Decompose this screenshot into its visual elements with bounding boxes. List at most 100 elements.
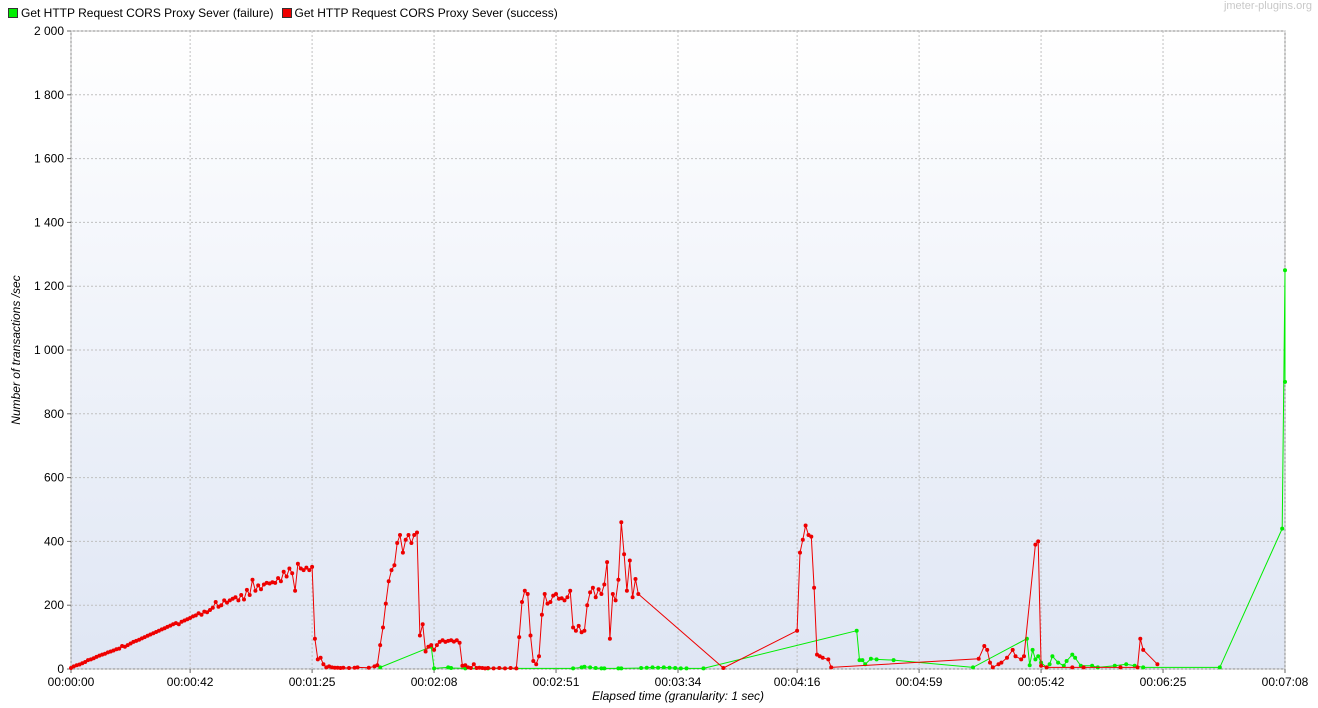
data-point bbox=[573, 628, 578, 633]
data-point bbox=[1044, 665, 1049, 670]
data-point bbox=[542, 592, 547, 596]
data-point bbox=[1155, 662, 1160, 667]
y-tick-label: 800 bbox=[44, 407, 64, 421]
data-point bbox=[582, 664, 587, 669]
data-point bbox=[366, 665, 371, 670]
data-point bbox=[233, 595, 238, 600]
data-point bbox=[599, 666, 604, 671]
data-point bbox=[412, 533, 417, 537]
data-point bbox=[1090, 663, 1095, 668]
data-point bbox=[633, 577, 638, 581]
data-point bbox=[210, 605, 215, 610]
data-point bbox=[281, 569, 286, 574]
data-point bbox=[352, 665, 357, 670]
data-point bbox=[242, 597, 246, 602]
data-point bbox=[295, 561, 300, 566]
data-point bbox=[1217, 665, 1222, 670]
data-point bbox=[1030, 647, 1035, 652]
data-point bbox=[375, 663, 380, 668]
data-point bbox=[988, 660, 992, 665]
data-point bbox=[463, 663, 468, 668]
legend-item-failure[interactable]: Get HTTP Request CORS Proxy Sever (failu… bbox=[8, 6, 274, 20]
data-point bbox=[307, 568, 312, 573]
data-point bbox=[278, 579, 283, 584]
data-point bbox=[650, 665, 655, 670]
data-point bbox=[559, 596, 564, 601]
data-point bbox=[976, 656, 981, 661]
data-point bbox=[1070, 665, 1075, 670]
data-point bbox=[554, 592, 558, 596]
data-point bbox=[468, 666, 473, 670]
x-tick-label: 00:00:00 bbox=[48, 675, 95, 689]
data-point bbox=[520, 600, 524, 604]
data-point bbox=[83, 660, 88, 664]
data-point bbox=[287, 566, 292, 571]
watermark: jmeter-plugins.org bbox=[1223, 0, 1312, 12]
data-point bbox=[304, 565, 309, 570]
data-point bbox=[656, 665, 661, 670]
data-point bbox=[971, 665, 975, 670]
data-point bbox=[415, 530, 419, 535]
data-point bbox=[616, 577, 621, 582]
data-point bbox=[423, 649, 428, 654]
data-point bbox=[661, 665, 666, 670]
data-point bbox=[795, 628, 800, 633]
legend-label-success: Get HTTP Request CORS Proxy Sever (succe… bbox=[294, 6, 558, 20]
plot-area bbox=[70, 30, 1286, 670]
data-point bbox=[486, 666, 490, 670]
data-point bbox=[378, 665, 383, 670]
data-point bbox=[582, 628, 587, 633]
x-axis-title: Elapsed time (granularity: 1 sec) bbox=[592, 689, 764, 703]
data-point bbox=[208, 608, 212, 612]
data-point bbox=[809, 534, 814, 539]
data-point bbox=[562, 598, 567, 603]
data-point bbox=[1081, 665, 1086, 670]
data-point bbox=[253, 588, 258, 593]
x-tick-label: 00:06:25 bbox=[1140, 675, 1187, 689]
data-point bbox=[256, 583, 261, 588]
x-tick-label: 00:00:42 bbox=[167, 675, 214, 689]
legend-swatch-success bbox=[281, 8, 292, 18]
data-point bbox=[1056, 660, 1061, 665]
legend-item-success[interactable]: Get HTTP Request CORS Proxy Sever (succe… bbox=[281, 6, 558, 20]
data-point bbox=[378, 643, 383, 648]
data-point bbox=[528, 633, 533, 638]
data-point bbox=[639, 666, 644, 670]
data-point bbox=[205, 610, 210, 615]
data-point bbox=[318, 655, 323, 660]
y-tick-label: 600 bbox=[44, 471, 64, 485]
data-point bbox=[276, 576, 281, 581]
data-point bbox=[193, 613, 198, 618]
y-tick-label: 1 200 bbox=[34, 279, 64, 293]
data-point bbox=[503, 666, 507, 671]
data-point bbox=[829, 665, 834, 670]
data-point bbox=[613, 598, 618, 603]
data-point bbox=[301, 568, 306, 573]
data-point bbox=[534, 662, 539, 667]
x-tick-label: 00:01:25 bbox=[289, 675, 336, 689]
data-point bbox=[1112, 663, 1117, 668]
data-point bbox=[593, 595, 598, 600]
data-point bbox=[290, 571, 295, 576]
x-tick-label: 00:07:08 bbox=[1262, 675, 1309, 689]
data-point bbox=[403, 537, 408, 542]
y-tick-label: 2 000 bbox=[34, 24, 64, 38]
data-point bbox=[891, 658, 896, 663]
data-point bbox=[576, 623, 581, 628]
data-point bbox=[259, 587, 263, 592]
data-point bbox=[386, 579, 391, 584]
data-point bbox=[409, 541, 414, 545]
data-point bbox=[619, 666, 624, 671]
data-point bbox=[619, 520, 624, 525]
data-point bbox=[990, 665, 995, 670]
data-point bbox=[667, 665, 672, 670]
y-tick-label: 1 800 bbox=[34, 88, 64, 102]
data-point bbox=[673, 666, 678, 670]
data-point bbox=[599, 592, 604, 596]
data-point bbox=[539, 612, 544, 617]
data-point bbox=[854, 628, 859, 633]
data-point bbox=[222, 598, 227, 603]
data-point bbox=[596, 587, 601, 592]
data-point bbox=[497, 666, 502, 670]
data-point bbox=[1073, 655, 1078, 660]
